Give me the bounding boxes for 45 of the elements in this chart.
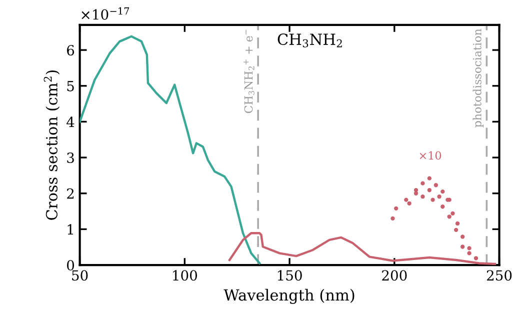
line-series	[80, 35, 261, 264]
point	[454, 228, 458, 232]
x-axis-title: Wavelength (nm)	[224, 288, 354, 304]
x-tick-label: 250	[486, 270, 512, 281]
point	[427, 188, 432, 192]
text: ×10$^{−17}$	[82, 7, 130, 20]
y-axis-title: Cross section (cm$^{2}$)	[44, 70, 60, 220]
point	[404, 198, 408, 202]
y-tick-label: 0	[67, 260, 74, 271]
point	[434, 183, 438, 188]
point	[390, 216, 395, 221]
point	[447, 214, 452, 219]
point	[427, 176, 432, 180]
point	[437, 194, 442, 199]
point	[474, 256, 478, 260]
y-tick-label: 1	[68, 224, 73, 234]
point	[467, 251, 472, 256]
point	[407, 201, 412, 206]
y-tick-label: 2	[67, 188, 74, 199]
point	[440, 204, 445, 209]
point	[414, 191, 418, 196]
point	[460, 234, 465, 239]
y-tick-label: 6	[67, 45, 74, 56]
y-tick-label: 5	[67, 81, 74, 92]
line-series	[228, 232, 496, 266]
y-tick-label: 3	[67, 152, 74, 164]
annotation: ×10	[420, 151, 442, 160]
x-tick-label: 50	[72, 270, 88, 281]
x-tick-label: 200	[382, 270, 407, 281]
point	[440, 189, 445, 194]
point	[467, 246, 472, 250]
point	[420, 181, 425, 186]
ref-line-label: photodissociation	[472, 28, 484, 128]
point	[414, 188, 418, 192]
point	[420, 194, 425, 199]
point	[460, 244, 465, 249]
annotation: CH$_{3}$NH$_{2}$	[278, 34, 342, 48]
ref-line-label: CH$_{3}$NH$_{2}$$^{+}$ + e$^{−}$	[244, 30, 254, 114]
point	[430, 198, 435, 202]
x-tick-label: 100	[173, 270, 197, 281]
point	[450, 211, 455, 216]
x-tick-label: 150	[278, 270, 302, 281]
y-tick-label: 4	[66, 116, 74, 127]
point	[394, 206, 398, 210]
point	[455, 221, 460, 226]
